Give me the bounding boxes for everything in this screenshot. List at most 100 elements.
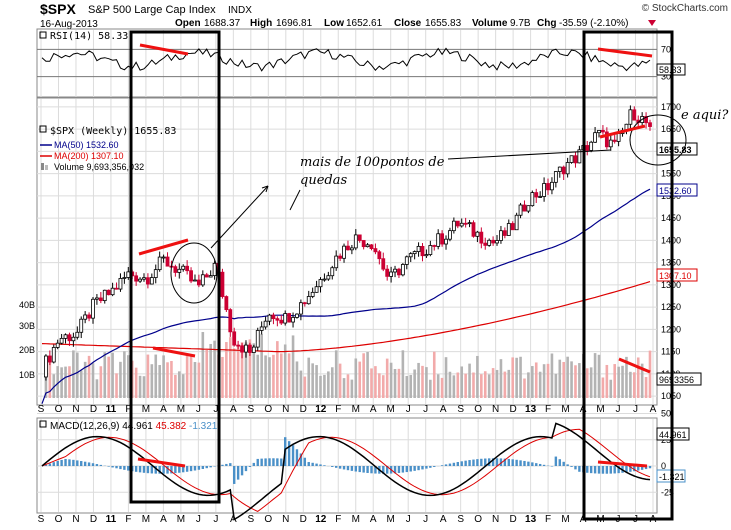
volume-bar — [636, 357, 640, 398]
candle-body — [546, 183, 550, 191]
volume-bar — [350, 379, 354, 398]
macd-histogram-bar — [484, 458, 487, 466]
volume-bar — [299, 370, 303, 398]
candle-body — [212, 262, 217, 277]
macd-histogram-bar — [385, 466, 389, 474]
volume-bar — [95, 379, 99, 398]
candle-body — [561, 166, 566, 175]
volume-bar — [472, 372, 475, 398]
candle-body — [287, 313, 292, 323]
x-tick-label: F — [125, 404, 131, 415]
volume-bar — [499, 359, 503, 398]
candle-body — [573, 155, 578, 164]
x-tick-label: J — [616, 404, 621, 415]
candle-body — [632, 109, 637, 121]
candle-body — [408, 253, 413, 258]
ma50-legend: MA(50) 1532.60 — [54, 140, 119, 150]
volume-bar — [444, 357, 448, 398]
volume-bar — [260, 333, 263, 398]
volume-bar — [460, 366, 464, 398]
candle-body — [349, 247, 354, 251]
red-line-macd-2013 — [597, 460, 648, 468]
x-tick-label: A — [650, 404, 657, 415]
macd-histogram-bar — [185, 466, 189, 472]
macd-histogram-bar — [401, 466, 405, 473]
macd-histogram-bar — [287, 441, 291, 466]
candle-body — [102, 289, 107, 302]
x-tick-label: J — [423, 404, 428, 415]
x-tick-label: M — [177, 514, 185, 525]
macd-histogram-bar — [142, 466, 146, 473]
macd-histogram-bar — [83, 461, 87, 466]
candle-body — [200, 274, 205, 286]
volume-bar — [597, 354, 601, 398]
candle-body — [59, 337, 64, 344]
macd-histogram-bar — [586, 466, 589, 473]
volume-bar — [170, 360, 173, 398]
rsi-series — [41, 47, 651, 72]
index-name: S&P 500 Large Cap Index — [88, 4, 216, 16]
volume-bar — [48, 357, 52, 398]
macd-histogram-bar — [150, 466, 154, 474]
volume-bar — [185, 354, 189, 398]
macd-histogram-bar — [382, 466, 385, 474]
macd-histogram-bar — [323, 465, 326, 466]
x-tick-label: O — [264, 404, 272, 415]
macd-histogram-bar — [538, 463, 542, 466]
annotation-question: e aqui? — [681, 108, 729, 123]
volume-bar — [613, 364, 616, 398]
volume-bar — [232, 348, 236, 398]
macd-histogram-bar — [405, 466, 408, 473]
volume-bar — [315, 365, 318, 398]
candle-body — [510, 223, 515, 231]
svg-text:MACD(12,26,9) 44.961: MACD(12,26,9) 44.961 45.382 -1.321 — [50, 421, 218, 432]
macd-histogram-bar — [429, 466, 432, 468]
volume-bar — [111, 352, 114, 398]
macd-histogram-bar — [476, 459, 479, 466]
volume-bar — [213, 340, 216, 398]
macd-histogram-bar — [256, 458, 259, 466]
volume-bar — [366, 351, 369, 398]
candle-body — [585, 145, 590, 151]
macd-histogram-bar — [531, 462, 534, 466]
macd-histogram-bar — [417, 466, 420, 471]
x-tick-label: 11 — [106, 514, 117, 525]
volume-bar — [464, 373, 467, 398]
high-value: 1696.81 — [276, 18, 313, 29]
candle-body — [502, 230, 507, 236]
x-tick-label: S — [38, 404, 45, 415]
candle-body — [228, 309, 233, 333]
x-tick-label: J — [633, 404, 638, 415]
volume-bar — [119, 361, 122, 398]
macd-histogram-bar — [240, 466, 244, 476]
macd-histogram-bar — [535, 463, 538, 466]
candle-body — [291, 317, 295, 323]
volume-bar — [138, 375, 142, 398]
candle-body — [279, 319, 284, 324]
candle-body — [491, 239, 495, 244]
x-tick-label: F — [545, 514, 551, 525]
macd-histogram-bar — [225, 463, 228, 466]
macd-histogram-bar — [193, 466, 197, 471]
macd-histogram-bar — [597, 466, 601, 474]
candle-body — [208, 275, 213, 278]
candle-body — [479, 231, 484, 244]
volume-bar — [523, 378, 526, 398]
volume-bar — [362, 353, 365, 398]
macd-histogram-bar — [56, 461, 59, 466]
macd-histogram-bar — [433, 466, 436, 467]
candle-body — [506, 223, 511, 236]
x-tick-label: M — [352, 404, 360, 415]
candle-body — [298, 302, 303, 315]
candle-body — [55, 342, 60, 348]
macd-histogram-bar — [609, 466, 612, 474]
macd-histogram-bar — [511, 459, 514, 466]
symbol-title: $SPX — [40, 1, 76, 17]
candle-body — [146, 277, 150, 285]
candle-body — [550, 181, 554, 191]
volume-bar — [491, 368, 495, 398]
candle-body — [522, 204, 527, 212]
volume-bar — [76, 352, 79, 398]
macd-histogram-bar — [209, 466, 212, 468]
